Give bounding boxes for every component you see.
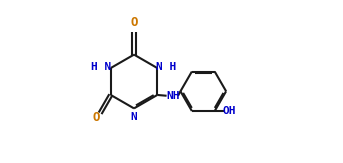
- Text: N: N: [131, 112, 138, 122]
- Text: N H: N H: [156, 62, 176, 72]
- Text: NH: NH: [166, 91, 179, 101]
- Text: OH: OH: [222, 106, 236, 116]
- Text: O: O: [92, 111, 100, 124]
- Text: H N: H N: [91, 62, 111, 72]
- Text: O: O: [130, 16, 138, 29]
